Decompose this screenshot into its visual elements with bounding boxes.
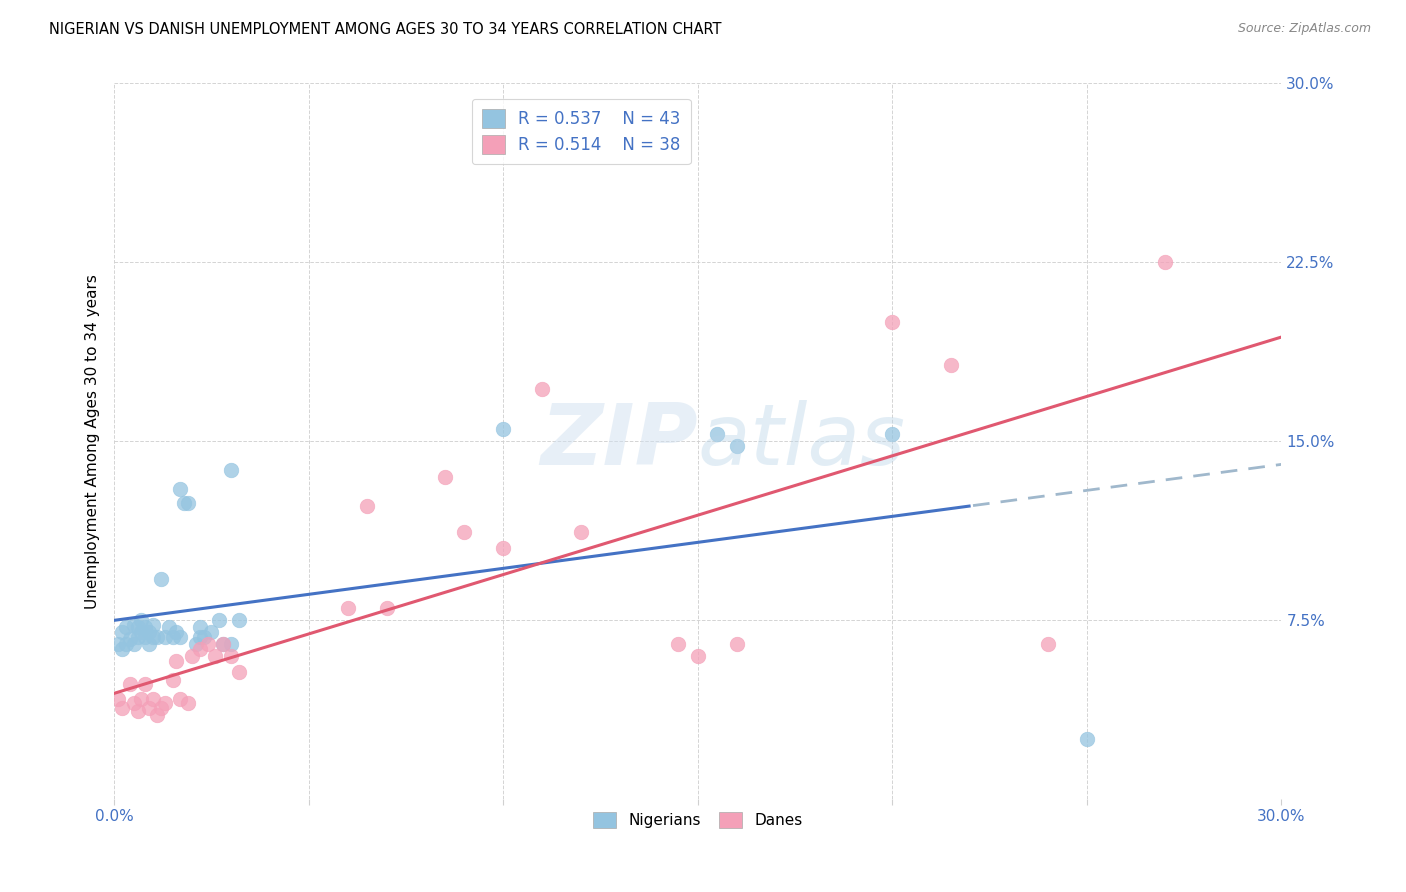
Point [188,630,211,644]
Point [882,427,904,442]
Point [1153,255,1175,269]
Point [115,620,138,634]
Point [138,637,160,651]
Point [197,637,219,651]
Point [188,641,211,656]
Point [177,496,200,510]
Text: atlas: atlas [697,400,905,483]
Point [138,701,160,715]
Point [134,620,156,634]
Point [666,637,689,651]
Point [134,630,156,644]
Point [882,315,904,329]
Point [219,648,242,663]
Point [149,573,172,587]
Point [453,524,475,539]
Text: ZIP: ZIP [540,400,697,483]
Point [1036,637,1059,651]
Text: NIGERIAN VS DANISH UNEMPLOYMENT AMONG AGES 30 TO 34 YEARS CORRELATION CHART: NIGERIAN VS DANISH UNEMPLOYMENT AMONG AG… [49,22,721,37]
Point [118,677,141,691]
Point [686,648,709,663]
Point [169,482,191,496]
Point [118,632,141,646]
Point [153,697,176,711]
Point [122,697,145,711]
Point [356,499,378,513]
Point [111,701,134,715]
Point [169,630,191,644]
Point [200,624,222,639]
Point [162,673,184,687]
Point [107,637,129,651]
Point [219,637,242,651]
Text: Source: ZipAtlas.com: Source: ZipAtlas.com [1237,22,1371,36]
Point [115,637,138,651]
Point [725,637,748,651]
Point [131,691,153,706]
Point [127,704,149,718]
Point [177,697,200,711]
Point [228,665,250,680]
Point [169,691,191,706]
Point [219,463,242,477]
Point [725,439,748,453]
Point [138,624,160,639]
Point [1076,732,1098,747]
Point [162,630,184,644]
Point [122,637,145,651]
Point [188,620,211,634]
Point [131,624,153,639]
Legend: Nigerians, Danes: Nigerians, Danes [586,805,808,834]
Point [134,677,156,691]
Point [142,691,165,706]
Point [157,620,180,634]
Point [146,708,169,723]
Point [228,613,250,627]
Point [212,637,235,651]
Point [131,613,153,627]
Point [142,630,165,644]
Point [208,613,231,627]
Point [111,641,134,656]
Point [492,422,515,436]
Point [569,524,592,539]
Y-axis label: Unemployment Among Ages 30 to 34 years: Unemployment Among Ages 30 to 34 years [86,274,100,608]
Point [165,653,187,667]
Point [212,637,235,651]
Point [107,691,129,706]
Point [204,648,226,663]
Point [193,630,215,644]
Point [939,358,962,372]
Point [375,601,398,615]
Point [153,630,176,644]
Point [149,701,172,715]
Point [184,637,207,651]
Point [433,470,456,484]
Point [111,624,134,639]
Point [165,624,187,639]
Point [181,648,204,663]
Point [127,630,149,644]
Point [146,630,169,644]
Point [336,601,359,615]
Point [706,427,728,442]
Point [531,382,554,396]
Point [173,496,195,510]
Point [122,617,145,632]
Point [142,617,165,632]
Point [127,620,149,634]
Point [492,541,515,556]
